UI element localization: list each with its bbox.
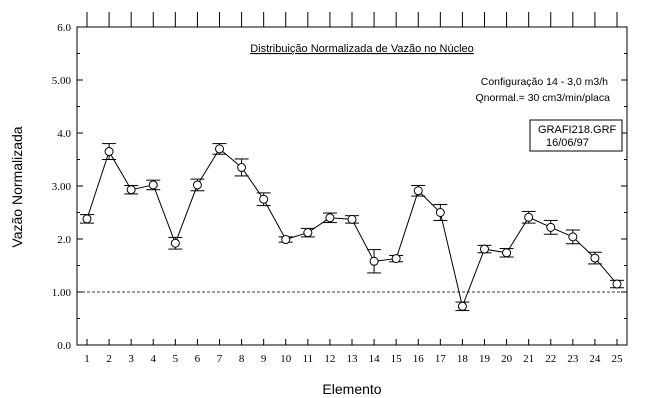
x-tick-label: 15 [391,353,403,365]
data-points [82,144,622,311]
plot-frame [76,26,628,346]
data-point [524,212,534,222]
x-axis-label: Elemento [322,381,381,397]
chart-title: Distribuição Normalizada de Vazão no Núc… [250,43,474,55]
x-tick-label: 19 [479,353,491,365]
data-point [82,214,92,224]
y-tick-label: 2.0 [57,234,71,246]
data-point [215,144,224,154]
data-point [325,213,335,223]
y-tick-labels: 0.0 1.00 2.0 3.00 4.0 5.00 6.0 [52,22,72,352]
data-point [104,147,114,157]
config-annotation: Configuração 14 - 3,0 m3/h [481,76,608,88]
data-point [546,222,556,232]
x-tick-label: 11 [303,353,314,365]
data-point [259,194,269,204]
axis-ticks [77,12,627,346]
x-tick-labels: 1 2 3 4 5 6 7 8 9 10 11 12 13 14 15 16 17 18 19 20 21 22 23 24 2… [84,353,623,365]
data-point [435,208,445,217]
data-point [369,256,379,266]
qnormal-annotation: Qnormal.= 30 cm3/min/placa [475,92,610,104]
y-tick-label: 5.00 [52,75,72,87]
data-point [347,214,357,224]
x-tick-label: 23 [567,353,579,365]
data-point [413,186,423,196]
data-point [391,254,401,264]
x-tick-label: 17 [435,353,447,365]
x-tick-label: 14 [369,353,381,365]
x-tick-label: 4 [151,353,157,365]
data-point [148,180,158,190]
x-tick-label: 20 [501,353,513,365]
x-tick-label: 10 [280,353,292,365]
data-point [590,253,600,263]
x-tick-label: 22 [545,353,556,365]
x-tick-label: 1 [84,353,90,365]
data-point [192,180,202,190]
x-tick-label: 13 [347,353,359,365]
y-tick-label: 0.0 [57,340,71,352]
data-point [281,235,291,245]
series-line [86,148,618,308]
data-point [126,185,136,195]
x-tick-label: 24 [589,353,601,365]
x-tick-label: 6 [195,353,201,365]
data-point [237,162,247,172]
data-point [568,232,578,242]
x-tick-label: 12 [324,353,335,365]
x-tick-label: 2 [106,353,112,365]
y-tick-label: 6.0 [57,22,71,34]
x-tick-label: 9 [261,353,267,365]
x-tick-label: 8 [239,353,245,365]
data-point [303,228,313,238]
data-point [480,244,489,254]
x-tick-label: 5 [173,353,179,365]
error-bars [80,143,624,312]
plot-area: 0.01.002.03.004.05.006.0 1 2 3 4 5 6 7 8 9 10 11 12… [52,12,628,365]
x-tick-label: 25 [612,353,624,365]
data-point [170,238,180,248]
file-name: GRAFI218.GRF [538,124,617,136]
data-point [612,279,622,289]
data-point [457,301,467,311]
x-tick-label: 21 [523,353,534,365]
x-tick-label: 18 [457,353,469,365]
file-box [529,119,623,152]
y-axis-label: Vazão Normalizada [9,126,25,247]
y-tick-label: 3.00 [52,181,72,193]
y-tick-label: 4.0 [57,128,71,140]
file-date: 16/06/97 [546,137,589,149]
x-tick-label: 3 [128,353,134,365]
x-tick-label: 7 [217,353,223,365]
data-point [502,248,512,258]
x-tick-label: 16 [413,353,425,365]
y-tick-label: 1.00 [52,287,72,299]
